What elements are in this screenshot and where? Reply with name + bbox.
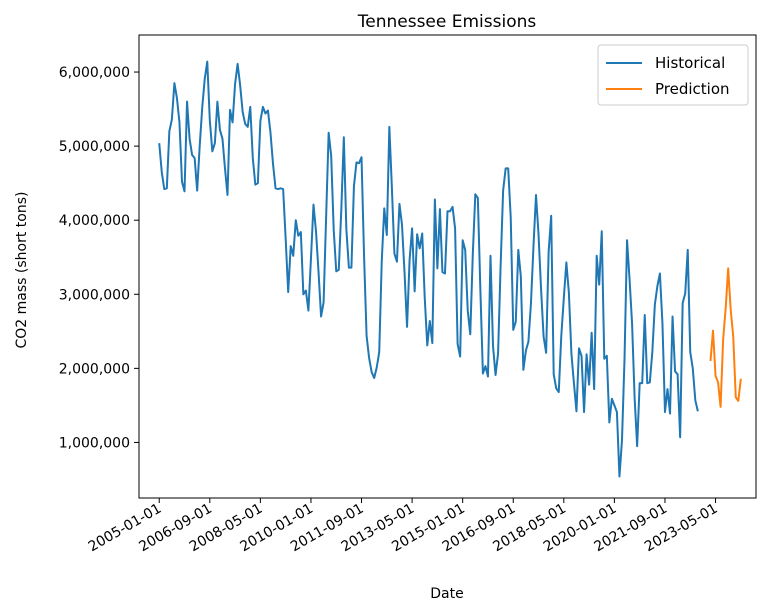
- y-tick-label: 4,000,000: [59, 213, 130, 229]
- legend: Historical Prediction: [597, 44, 749, 106]
- y-tick-label: 2,000,000: [59, 361, 130, 377]
- x-axis-label: Date: [430, 586, 463, 602]
- y-tick-label: 5,000,000: [59, 139, 130, 155]
- y-tick-label: 1,000,000: [59, 435, 130, 451]
- series-line-prediction: [709, 267, 742, 408]
- chart-title: Tennessee Emissions: [357, 12, 537, 32]
- x-axis: 2005-01-012006-09-012008-05-012010-01-01…: [86, 498, 721, 555]
- y-tick-label: 6,000,000: [59, 65, 130, 81]
- legend-label-prediction: Prediction: [655, 80, 730, 98]
- legend-label-historical: Historical: [655, 54, 725, 72]
- series-layer: [158, 60, 742, 478]
- y-tick-label: 3,000,000: [59, 287, 130, 303]
- series-line-historical: [158, 60, 699, 478]
- plot-frame: [138, 34, 757, 499]
- y-axis: 1,000,000 2,000,000 3,000,000 4,000,000 5,00…: [59, 65, 139, 451]
- y-axis-label: CO2 mass (short tons): [14, 192, 30, 349]
